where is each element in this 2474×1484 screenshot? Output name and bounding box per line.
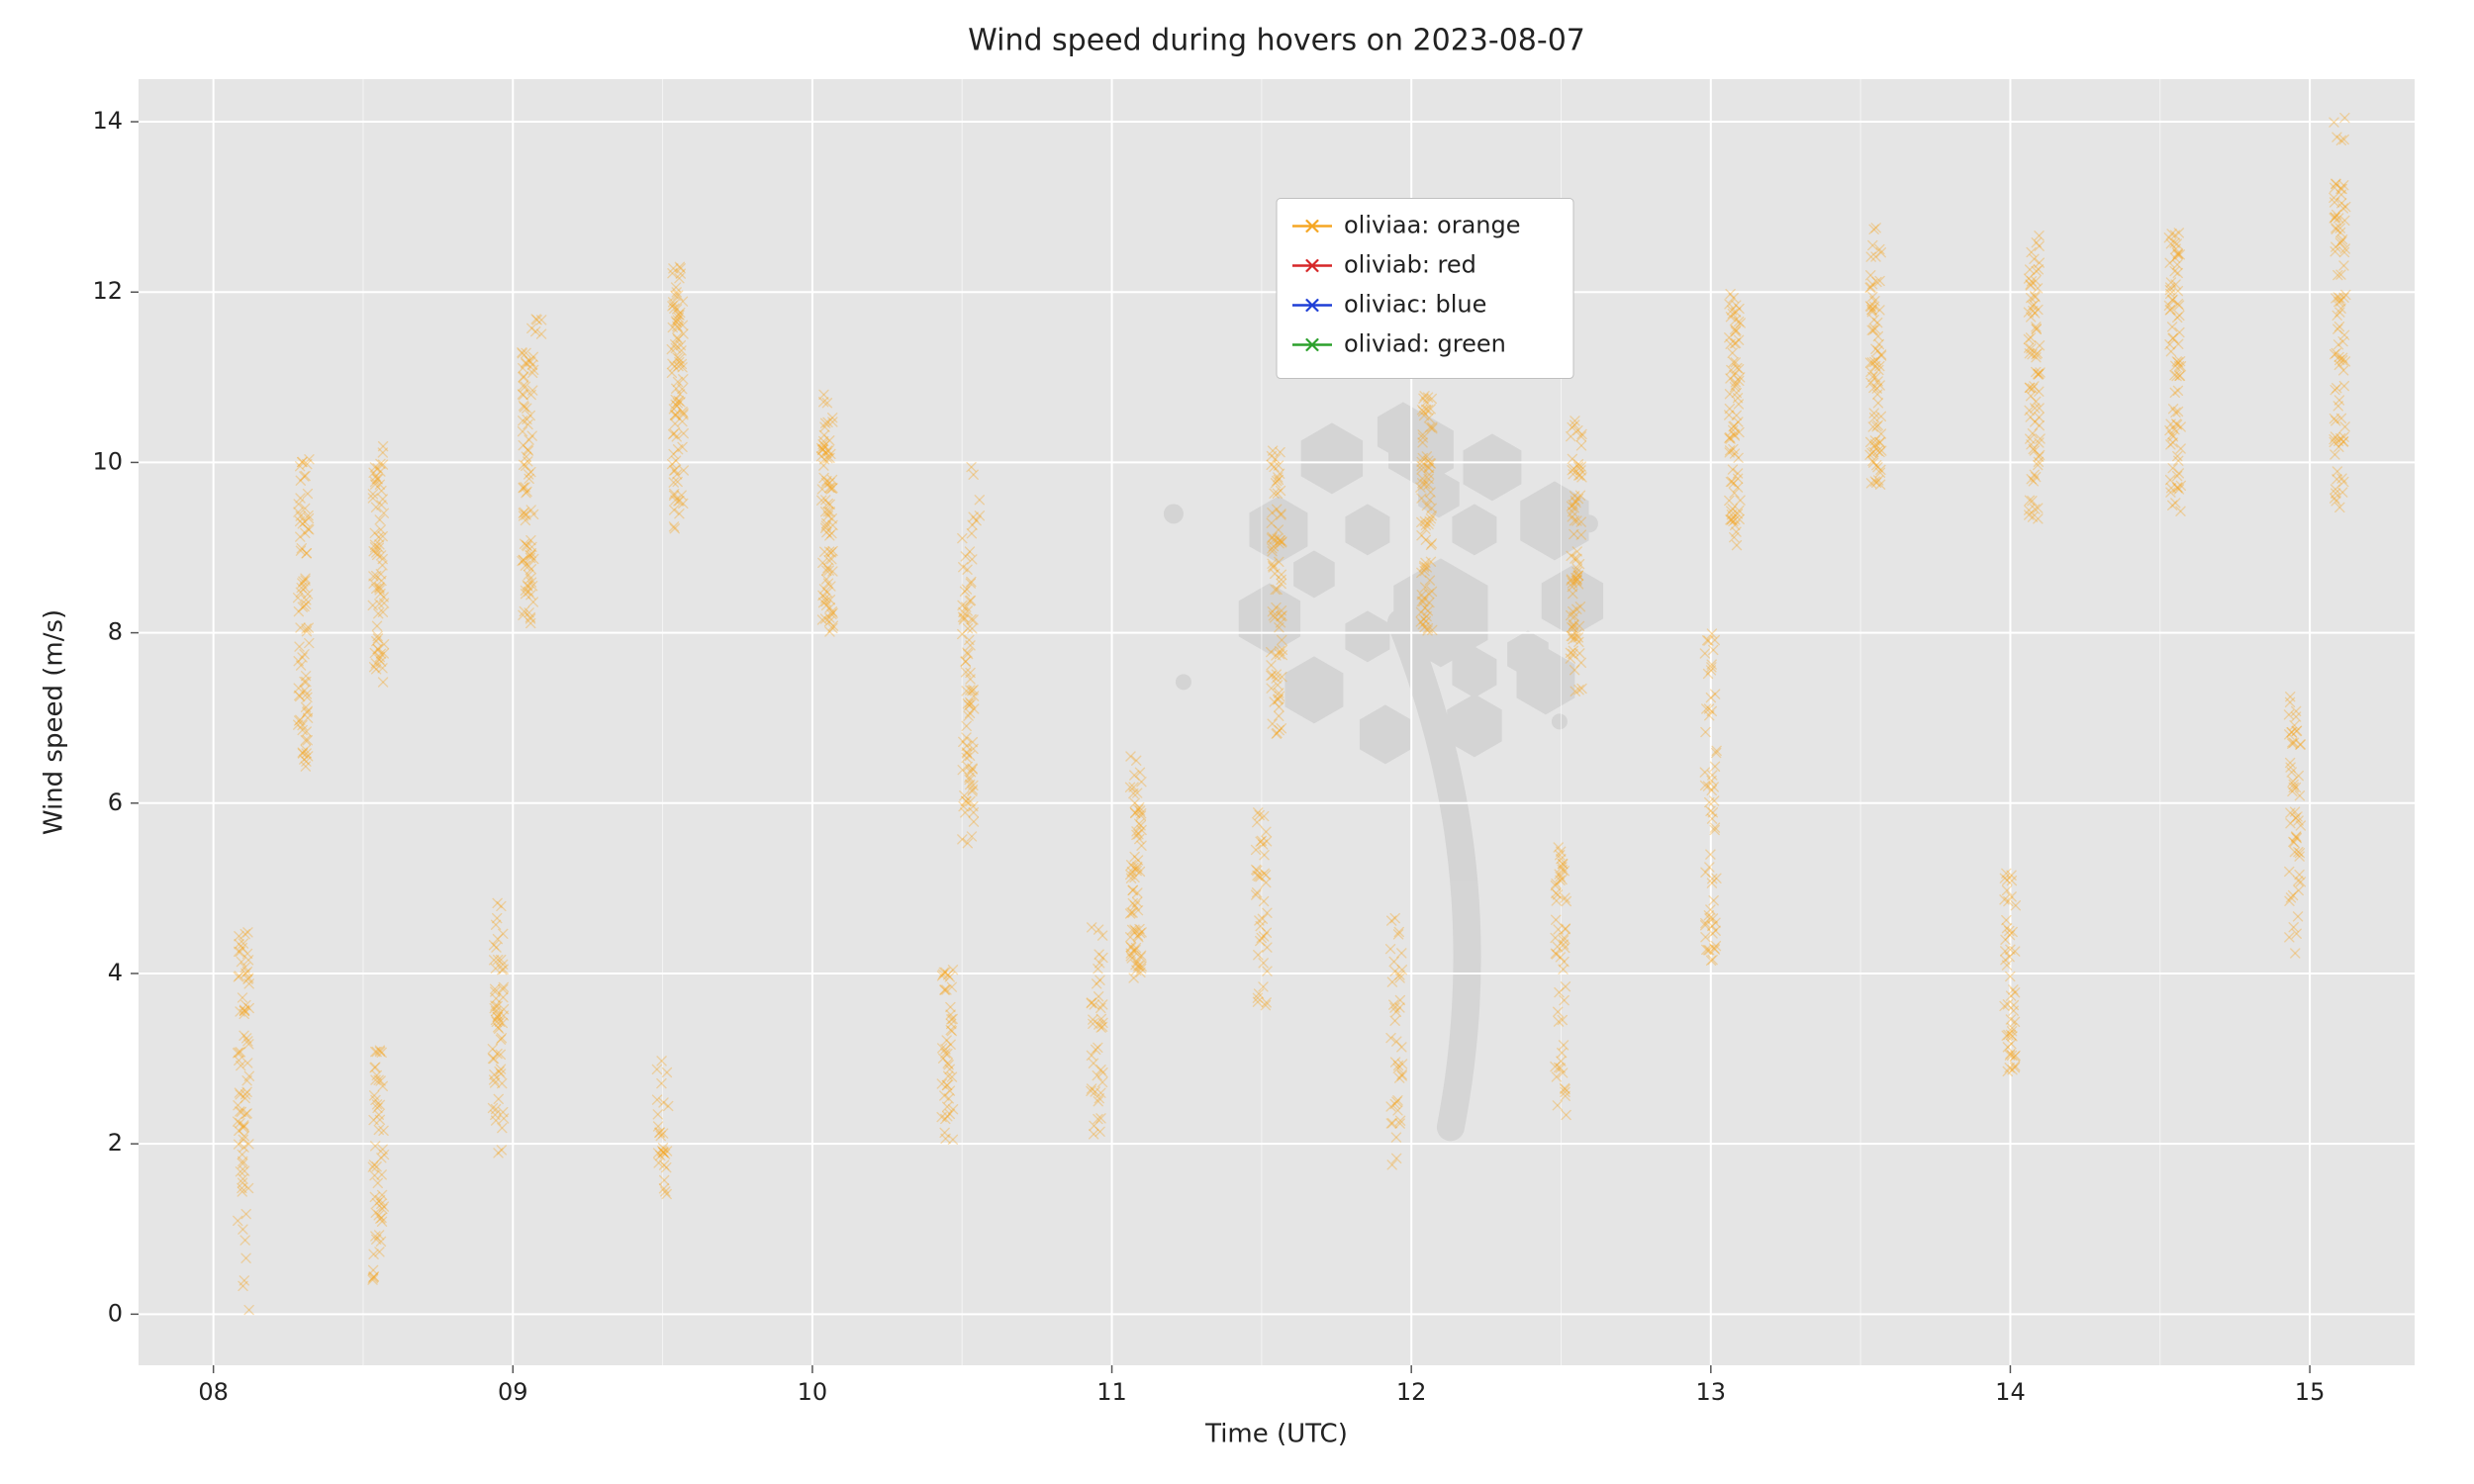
svg-text:14: 14 — [1995, 1378, 2026, 1406]
svg-text:4: 4 — [108, 959, 123, 986]
svg-text:2: 2 — [108, 1129, 123, 1157]
wind-speed-scatter-chart: 08 09 10 11 12 13 14 15 0 2 4 6 8 10 12 14 Time (UTC) Win… — [0, 0, 2474, 1484]
chart-title: Wind speed during hovers on 2023-08-07 — [968, 24, 1585, 58]
legend-item: oliviad: green — [1344, 330, 1506, 358]
legend-item: oliviac: blue — [1344, 291, 1486, 319]
legend-item: oliviaa: orange — [1344, 212, 1521, 239]
svg-text:6: 6 — [108, 788, 123, 816]
svg-text:09: 09 — [498, 1378, 528, 1406]
svg-text:8: 8 — [108, 618, 123, 646]
legend: oliviaa: orange oliviab: red oliviac: blue… — [1277, 199, 1573, 379]
svg-text:13: 13 — [1696, 1378, 1727, 1406]
svg-text:14: 14 — [92, 107, 123, 135]
svg-text:10: 10 — [92, 447, 123, 475]
svg-text:12: 12 — [92, 277, 123, 305]
chart-container: 08 09 10 11 12 13 14 15 0 2 4 6 8 10 12 14 Time (UTC) Win… — [0, 0, 2474, 1484]
x-axis-label: Time (UTC) — [1204, 1420, 1348, 1449]
legend-item: oliviab: red — [1344, 251, 1476, 279]
svg-text:10: 10 — [798, 1378, 828, 1406]
svg-text:08: 08 — [198, 1378, 229, 1406]
svg-text:15: 15 — [2295, 1378, 2326, 1406]
svg-text:12: 12 — [1396, 1378, 1427, 1406]
svg-text:11: 11 — [1096, 1378, 1127, 1406]
y-axis-label: Wind speed (m/s) — [40, 609, 69, 835]
svg-text:0: 0 — [108, 1299, 123, 1327]
